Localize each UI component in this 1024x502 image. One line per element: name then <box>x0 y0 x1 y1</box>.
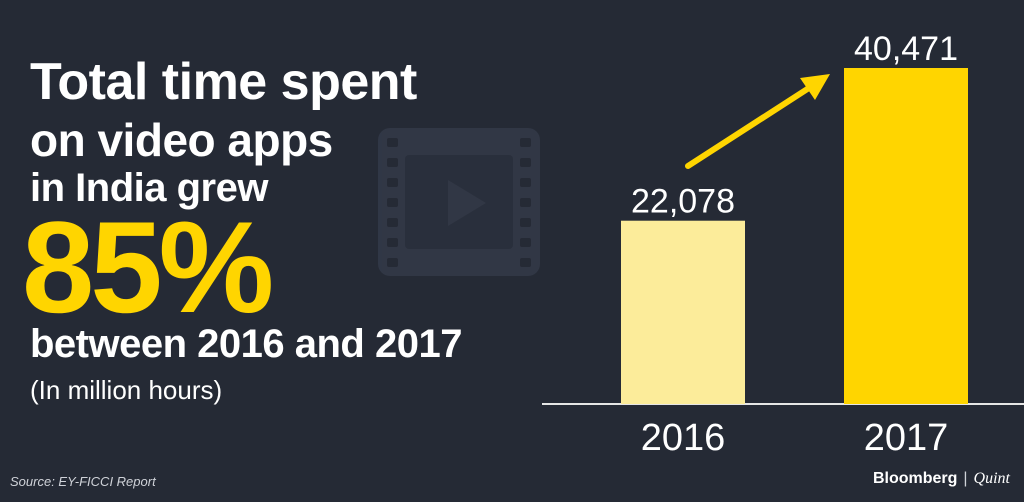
value-labels-group: 22,078 40,471 <box>631 30 958 221</box>
headline-line-3: in India grew <box>30 166 268 210</box>
bars-group <box>621 68 968 404</box>
growth-percent: 85% <box>22 194 274 340</box>
bar-2017 <box>844 68 968 404</box>
tick-label-2016: 2016 <box>641 417 726 459</box>
value-label-2017: 40,471 <box>854 30 958 68</box>
brand-logo: Bloomberg | Quint <box>872 470 1010 487</box>
source-note: Source: EY-FICCI Report <box>10 474 156 489</box>
brand-secondary: Quint <box>973 470 1010 487</box>
value-label-2016: 22,078 <box>631 183 735 221</box>
headline-line-1: Total time spent <box>30 53 417 111</box>
growth-arrow <box>685 74 830 169</box>
tick-labels-group: 2016 2017 <box>641 417 949 459</box>
unit-note: (In million hours) <box>30 375 223 405</box>
bar-2016 <box>621 220 745 404</box>
brand-primary: Bloomberg <box>872 470 958 487</box>
film-play-icon <box>378 128 540 276</box>
tick-label-2017: 2017 <box>864 417 949 459</box>
headline-line-2: on video apps <box>30 114 333 166</box>
headline-line-4: between 2016 and 2017 <box>30 322 462 366</box>
